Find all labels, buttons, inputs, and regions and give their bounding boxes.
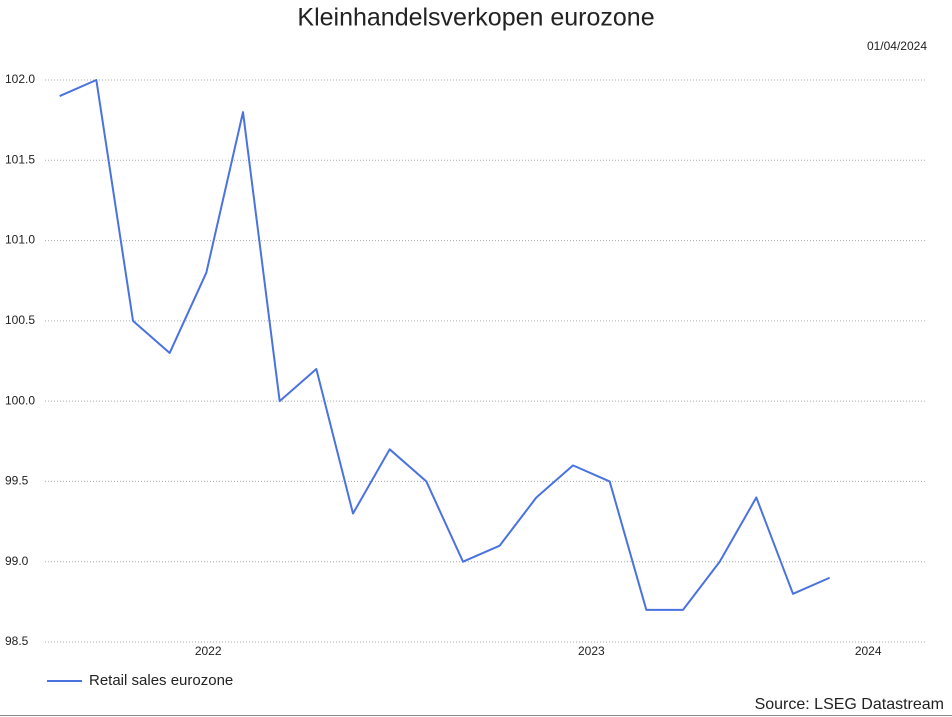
source-label: Source: LSEG Datastream [755, 696, 944, 713]
chart-title: Kleinhandelsverkopen eurozone [297, 4, 654, 32]
y-tick-label: 101.5 [5, 152, 35, 166]
y-tick-label: 101.0 [5, 233, 35, 247]
y-tick-label: 100.0 [5, 393, 35, 407]
y-tick-label: 100.5 [5, 313, 35, 327]
date-label: 01/04/2024 [867, 39, 927, 53]
y-tick-label: 99.0 [5, 554, 29, 568]
y-tick-label: 102.0 [5, 72, 35, 86]
legend-label: Retail sales eurozone [89, 672, 233, 689]
x-tick-label: 2024 [855, 644, 882, 658]
x-tick-label: 2022 [195, 644, 222, 658]
y-tick-label: 99.5 [5, 474, 29, 488]
y-tick-label: 98.5 [5, 634, 29, 648]
data-line [59, 79, 831, 611]
x-tick-label: 2023 [578, 644, 605, 658]
